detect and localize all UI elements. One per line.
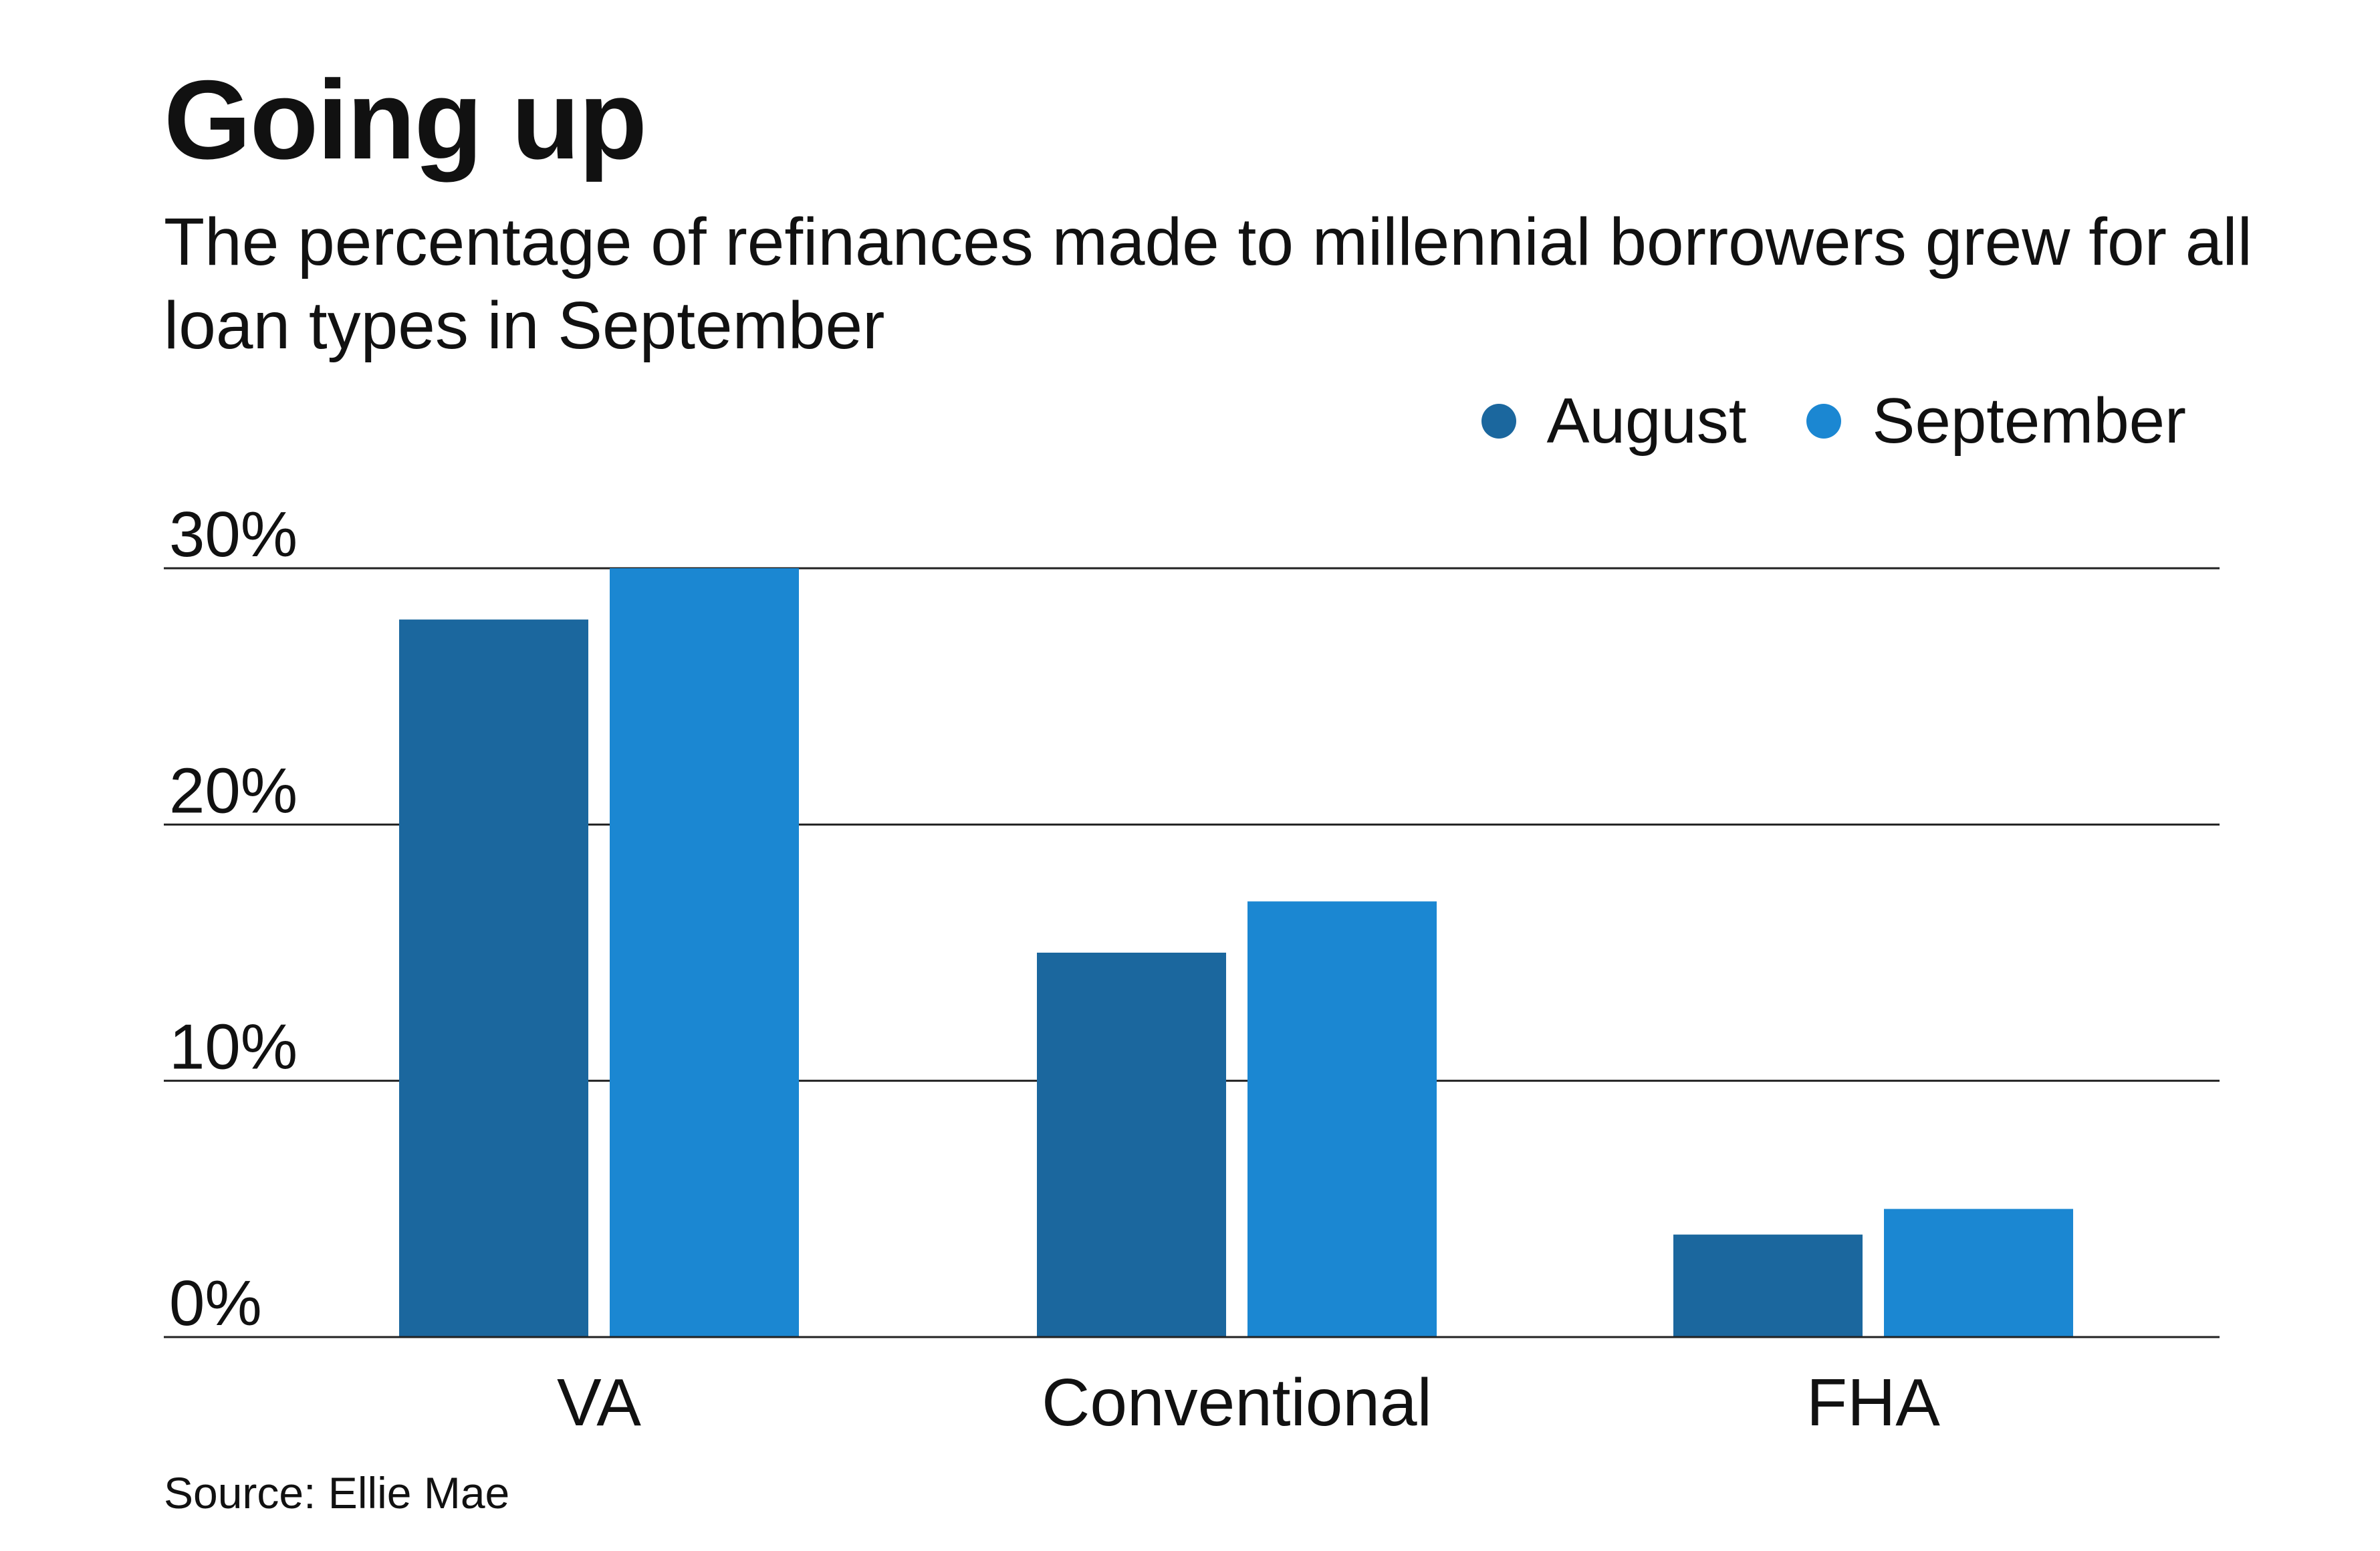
- legend: August September: [1421, 381, 2186, 461]
- x-tick-label: FHA: [1806, 1365, 1940, 1440]
- bar-august-va: [399, 619, 588, 1337]
- y-tick-label: 20%: [169, 755, 298, 826]
- legend-item-september: September: [1806, 384, 2186, 458]
- chart-subtitle: The percentage of refinances made to mil…: [164, 205, 2252, 363]
- legend-item-august: August: [1481, 384, 1747, 458]
- bar-september-va: [610, 568, 799, 1337]
- legend-label-september: September: [1872, 385, 2186, 457]
- legend-swatch-september: [1806, 404, 1842, 439]
- legend-swatch-august: [1481, 404, 1516, 439]
- source-note: Source: Ellie Mae: [164, 1468, 510, 1518]
- bar-august-fha: [1673, 1234, 1863, 1337]
- legend-label-august: August: [1546, 385, 1747, 457]
- x-tick-label: Conventional: [1042, 1365, 1432, 1440]
- y-tick-label: 10%: [169, 1011, 298, 1083]
- y-tick-label: 30%: [169, 499, 298, 570]
- bar-september-fha: [1884, 1209, 2073, 1337]
- bar-september-conventional: [1247, 901, 1437, 1337]
- x-tick-label: VA: [557, 1365, 641, 1440]
- bar-august-conventional: [1037, 953, 1226, 1337]
- chart-title: Going up: [164, 57, 647, 183]
- y-tick-label: 0%: [169, 1268, 262, 1339]
